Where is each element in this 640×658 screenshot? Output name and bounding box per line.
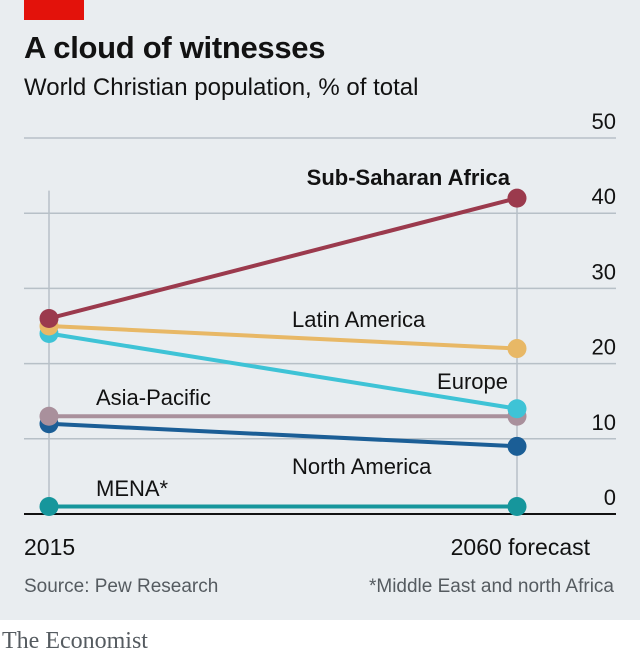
series-line-sub-saharan-africa — [47, 196, 519, 321]
line-chart: 0 10 20 30 40 50 MENA* North America Asia-Pacif… — [24, 109, 616, 516]
series-label-north-america: North America — [292, 454, 432, 479]
series-line-latin-america — [47, 324, 519, 351]
data-point-asia-pacific — [39, 406, 59, 426]
data-point-north-america — [507, 436, 527, 456]
data-point-europe — [507, 399, 527, 419]
series-line-europe — [47, 331, 519, 411]
chart-title: A cloud of witnesses — [24, 30, 326, 65]
y-tick-label: 50 — [592, 109, 616, 134]
data-point-sub-saharan-africa — [507, 188, 527, 208]
data-point-latin-america — [507, 339, 527, 359]
series-label-europe: Europe — [437, 369, 508, 394]
x-category-label: 2060 forecast — [450, 534, 590, 560]
y-tick-label: 30 — [592, 259, 616, 284]
series-label-mena: MENA* — [96, 476, 169, 501]
data-point-mena — [507, 496, 527, 516]
data-point-sub-saharan-africa — [39, 308, 59, 328]
y-tick-label: 20 — [592, 335, 616, 360]
economist-red-tag — [24, 0, 84, 20]
series-line-north-america — [47, 421, 519, 449]
footnote: *Middle East and north Africa — [368, 576, 614, 597]
y-tick-label: 10 — [592, 410, 616, 435]
x-category-label: 2015 — [24, 534, 76, 560]
chart-subtitle: World Christian population, % of total — [24, 74, 419, 101]
y-axis-tick-labels: 0 10 20 30 40 50 — [592, 109, 616, 510]
y-tick-label: 0 — [604, 485, 616, 510]
series-labels: MENA* North America Asia-Pacific Europe Lati… — [96, 165, 511, 501]
series-label-latin-america: Latin America — [292, 307, 426, 332]
chart-card — [0, 0, 640, 620]
brand-logo: The Economist — [2, 628, 148, 654]
series-lines — [39, 188, 527, 516]
y-tick-label: 40 — [592, 184, 616, 209]
source-note: Source: Pew Research — [24, 576, 219, 597]
data-point-mena — [39, 496, 59, 516]
series-label-sub-saharan-africa: Sub-Saharan Africa — [307, 165, 511, 190]
series-label-asia-pacific: Asia-Pacific — [96, 385, 211, 410]
